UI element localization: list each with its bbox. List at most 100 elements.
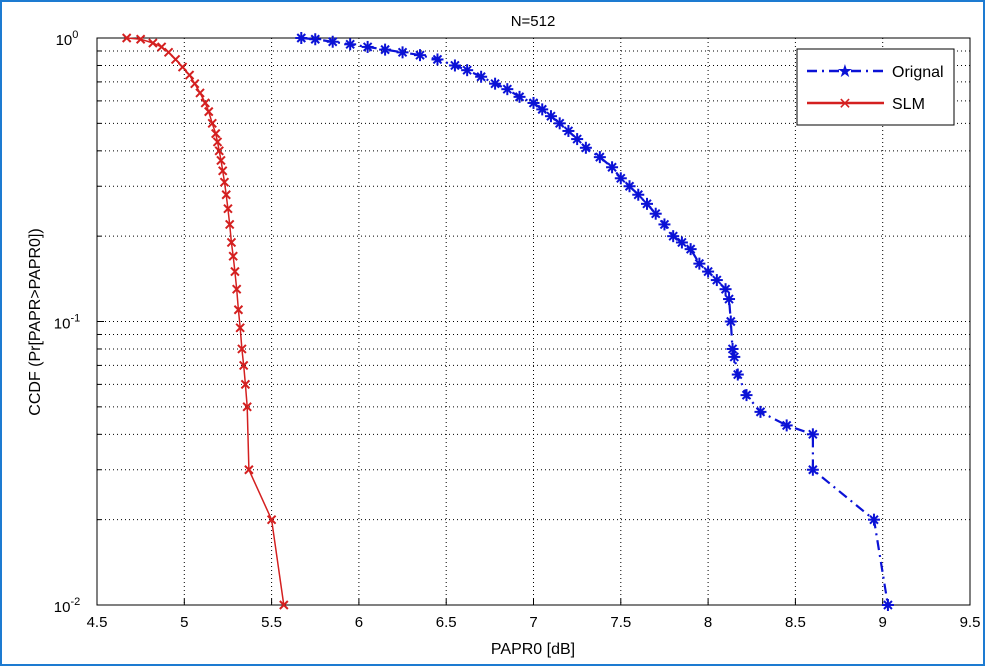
data-point-orignal [780, 419, 793, 432]
legend-label-orignal: Orignal [892, 64, 944, 81]
data-point-orignal [731, 368, 744, 381]
data-point-orignal [448, 59, 461, 72]
data-point-orignal [344, 38, 357, 51]
data-point-orignal [379, 43, 392, 56]
data-point-orignal [326, 35, 339, 48]
data-point-orignal [623, 180, 636, 193]
data-point-orignal [740, 389, 753, 402]
data-point-slm [214, 146, 224, 156]
data-point-orignal [527, 96, 540, 109]
data-point-slm [244, 465, 254, 475]
data-point-slm [212, 137, 223, 147]
data-point-slm [219, 177, 230, 187]
data-point-orignal [806, 463, 819, 476]
data-point-orignal [606, 161, 619, 174]
data-point-slm [230, 266, 240, 277]
x-tick-label: 6.5 [436, 614, 457, 631]
data-point-slm [148, 38, 158, 48]
legend-marker-slm: ✕ [838, 96, 851, 113]
x-tick-label: 6 [355, 614, 363, 631]
data-point-orignal [632, 188, 645, 201]
x-tick-label: 8.5 [785, 614, 806, 631]
y-tick-label: 10-2 [54, 596, 80, 616]
data-point-orignal [501, 83, 514, 96]
data-point-orignal [724, 315, 737, 328]
y-tick-label: 100 [56, 29, 79, 49]
data-point-orignal [728, 350, 741, 363]
x-tick-label: 9.5 [960, 614, 981, 631]
legend-item-slm: ✕ SLM [807, 96, 925, 113]
data-point-orignal [726, 342, 739, 355]
grid-lines [97, 38, 970, 605]
data-point-slm [170, 54, 181, 65]
data-point-slm [235, 323, 245, 333]
data-point-orignal [562, 124, 575, 137]
x-tick-label: 4.5 [87, 614, 108, 631]
data-point-slm [237, 344, 247, 354]
data-point-slm [163, 47, 174, 58]
data-point-orignal [614, 172, 627, 185]
data-point-slm [204, 106, 214, 117]
data-point-orignal [579, 141, 592, 154]
data-point-orignal [544, 110, 557, 123]
x-tick-label: 7 [529, 614, 537, 631]
data-point-slm [135, 34, 146, 44]
x-tick-label: 5.5 [261, 614, 282, 631]
data-point-slm [228, 251, 238, 261]
legend-box [796, 48, 955, 126]
data-point-orignal [719, 283, 732, 296]
y-axis-label: CCDF (Pr[PAPR>PAPR0]) [27, 228, 44, 415]
data-point-slm [221, 190, 231, 200]
data-point-slm [190, 78, 200, 89]
data-point-orignal [667, 230, 680, 243]
data-point-slm [207, 118, 217, 129]
data-point-orignal [723, 293, 736, 306]
data-point-orignal [593, 151, 606, 164]
data-point-orignal [806, 428, 819, 441]
data-point-slm [279, 600, 289, 610]
data-point-slm [156, 42, 167, 52]
data-point-orignal [649, 207, 662, 220]
data-point-slm [233, 305, 244, 315]
data-point-orignal [684, 243, 697, 256]
data-point-orignal [489, 77, 502, 90]
data-point-slm [184, 70, 195, 80]
legend-item-orignal: ★ Orignal [807, 61, 944, 81]
data-point-slm [216, 155, 226, 166]
x-tick-label: 8 [704, 614, 712, 631]
data-point-orignal [461, 64, 474, 77]
data-point-slm [121, 33, 132, 43]
x-tick-label: 9 [879, 614, 887, 631]
data-point-orignal [702, 265, 715, 278]
data-point-orignal [295, 32, 308, 44]
data-point-slm [224, 219, 235, 230]
data-point-orignal [881, 599, 894, 611]
data-point-slm [218, 166, 228, 176]
data-point-slm [240, 379, 251, 390]
data-point-slm [177, 62, 188, 72]
data-point-orignal [553, 117, 566, 130]
data-point-slm [238, 360, 249, 371]
y-tick-label: 10-1 [54, 313, 80, 333]
data-point-slm [211, 128, 221, 139]
data-point-orignal [431, 53, 444, 66]
x-axis-label: PAPR0 [dB] [491, 641, 575, 658]
data-point-slm [200, 98, 210, 108]
data-point-orignal [414, 49, 427, 62]
data-point-orignal [675, 236, 688, 249]
data-point-orignal [536, 103, 549, 116]
data-point-orignal [309, 33, 322, 46]
data-point-slm [231, 284, 242, 294]
data-point-orignal [693, 257, 706, 270]
data-point-orignal [867, 513, 880, 526]
chart-title: N=512 [511, 13, 556, 30]
data-point-orignal [571, 133, 584, 146]
x-tick-label: 7.5 [610, 614, 631, 631]
data-point-orignal [475, 70, 488, 83]
data-point-orignal [658, 218, 671, 231]
legend: ★ Orignal ✕ SLM [796, 48, 955, 126]
data-point-orignal [396, 46, 409, 59]
axis-ticks: 4.5 5 5.5 6 6.5 7 7.5 8 8.5 9 9.5 10-2 10-1 100 [54, 29, 981, 631]
